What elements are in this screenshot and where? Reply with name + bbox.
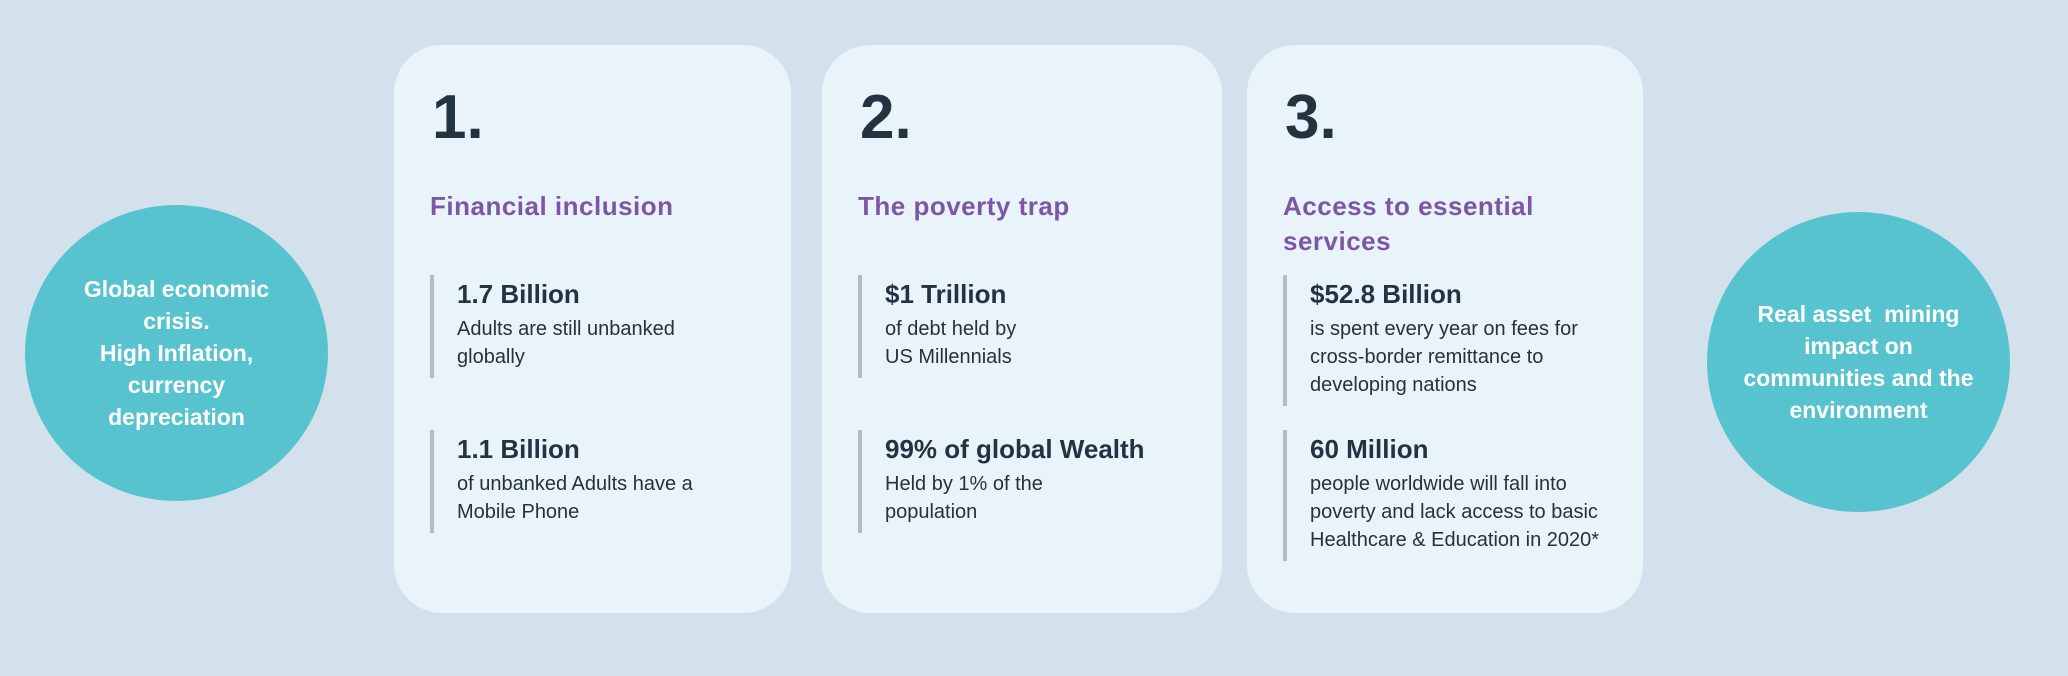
right-issue-bubble: Real asset mining impact on communities … [1707,212,2010,512]
stat-description: of unbanked Adults have a Mobile Phone [457,473,693,523]
stat-description: is spent every year on fees for cross-bo… [1310,318,1578,396]
stat-block: 99% of global Wealth Held by 1% of the p… [858,430,1208,533]
stat-value: 99% of global Wealth [885,434,1145,464]
stat-description: of debt held by US Millennials [885,318,1017,368]
card-number: 2. [860,83,912,152]
stat-value: 1.7 Billion [457,279,580,309]
stat-block: $52.8 Billion is spent every year on fee… [1283,275,1629,406]
stat-block: $1 Trillion of debt held by US Millennia… [858,275,1208,378]
stat-block: 60 Million people worldwide will fall in… [1283,430,1629,561]
card-access-essential-services: 3. Access to essential services $52.8 Bi… [1247,45,1643,613]
left-issue-bubble: Global economic crisis. High Inflation, … [25,205,328,501]
card-title: The poverty trap [858,190,1070,221]
card-financial-inclusion: 1. Financial inclusion 1.7 Billion Adult… [394,45,791,613]
stat-value: $1 Trillion [885,279,1007,309]
card-poverty-trap: 2. The poverty trap $1 Trillion of debt … [822,45,1222,613]
stat-block: 1.1 Billion of unbanked Adults have a Mo… [430,430,777,533]
stat-description: Held by 1% of the population [885,473,1043,523]
card-title: Access to essential services [1283,190,1534,256]
left-bubble-text: Global economic crisis. High Inflation, … [83,276,270,430]
stat-block: 1.7 Billion Adults are still unbanked gl… [430,275,777,378]
card-number: 3. [1285,83,1337,152]
card-title: Financial inclusion [430,190,674,221]
stat-value: 1.1 Billion [457,434,580,464]
stat-description: people worldwide will fall into poverty … [1310,473,1600,551]
stat-value: 60 Million [1310,434,1429,464]
stat-value: $52.8 Billion [1310,279,1462,309]
card-number: 1. [432,83,484,152]
right-bubble-text: Real asset mining impact on communities … [1743,301,1974,423]
stat-description: Adults are still unbanked globally [457,318,675,368]
